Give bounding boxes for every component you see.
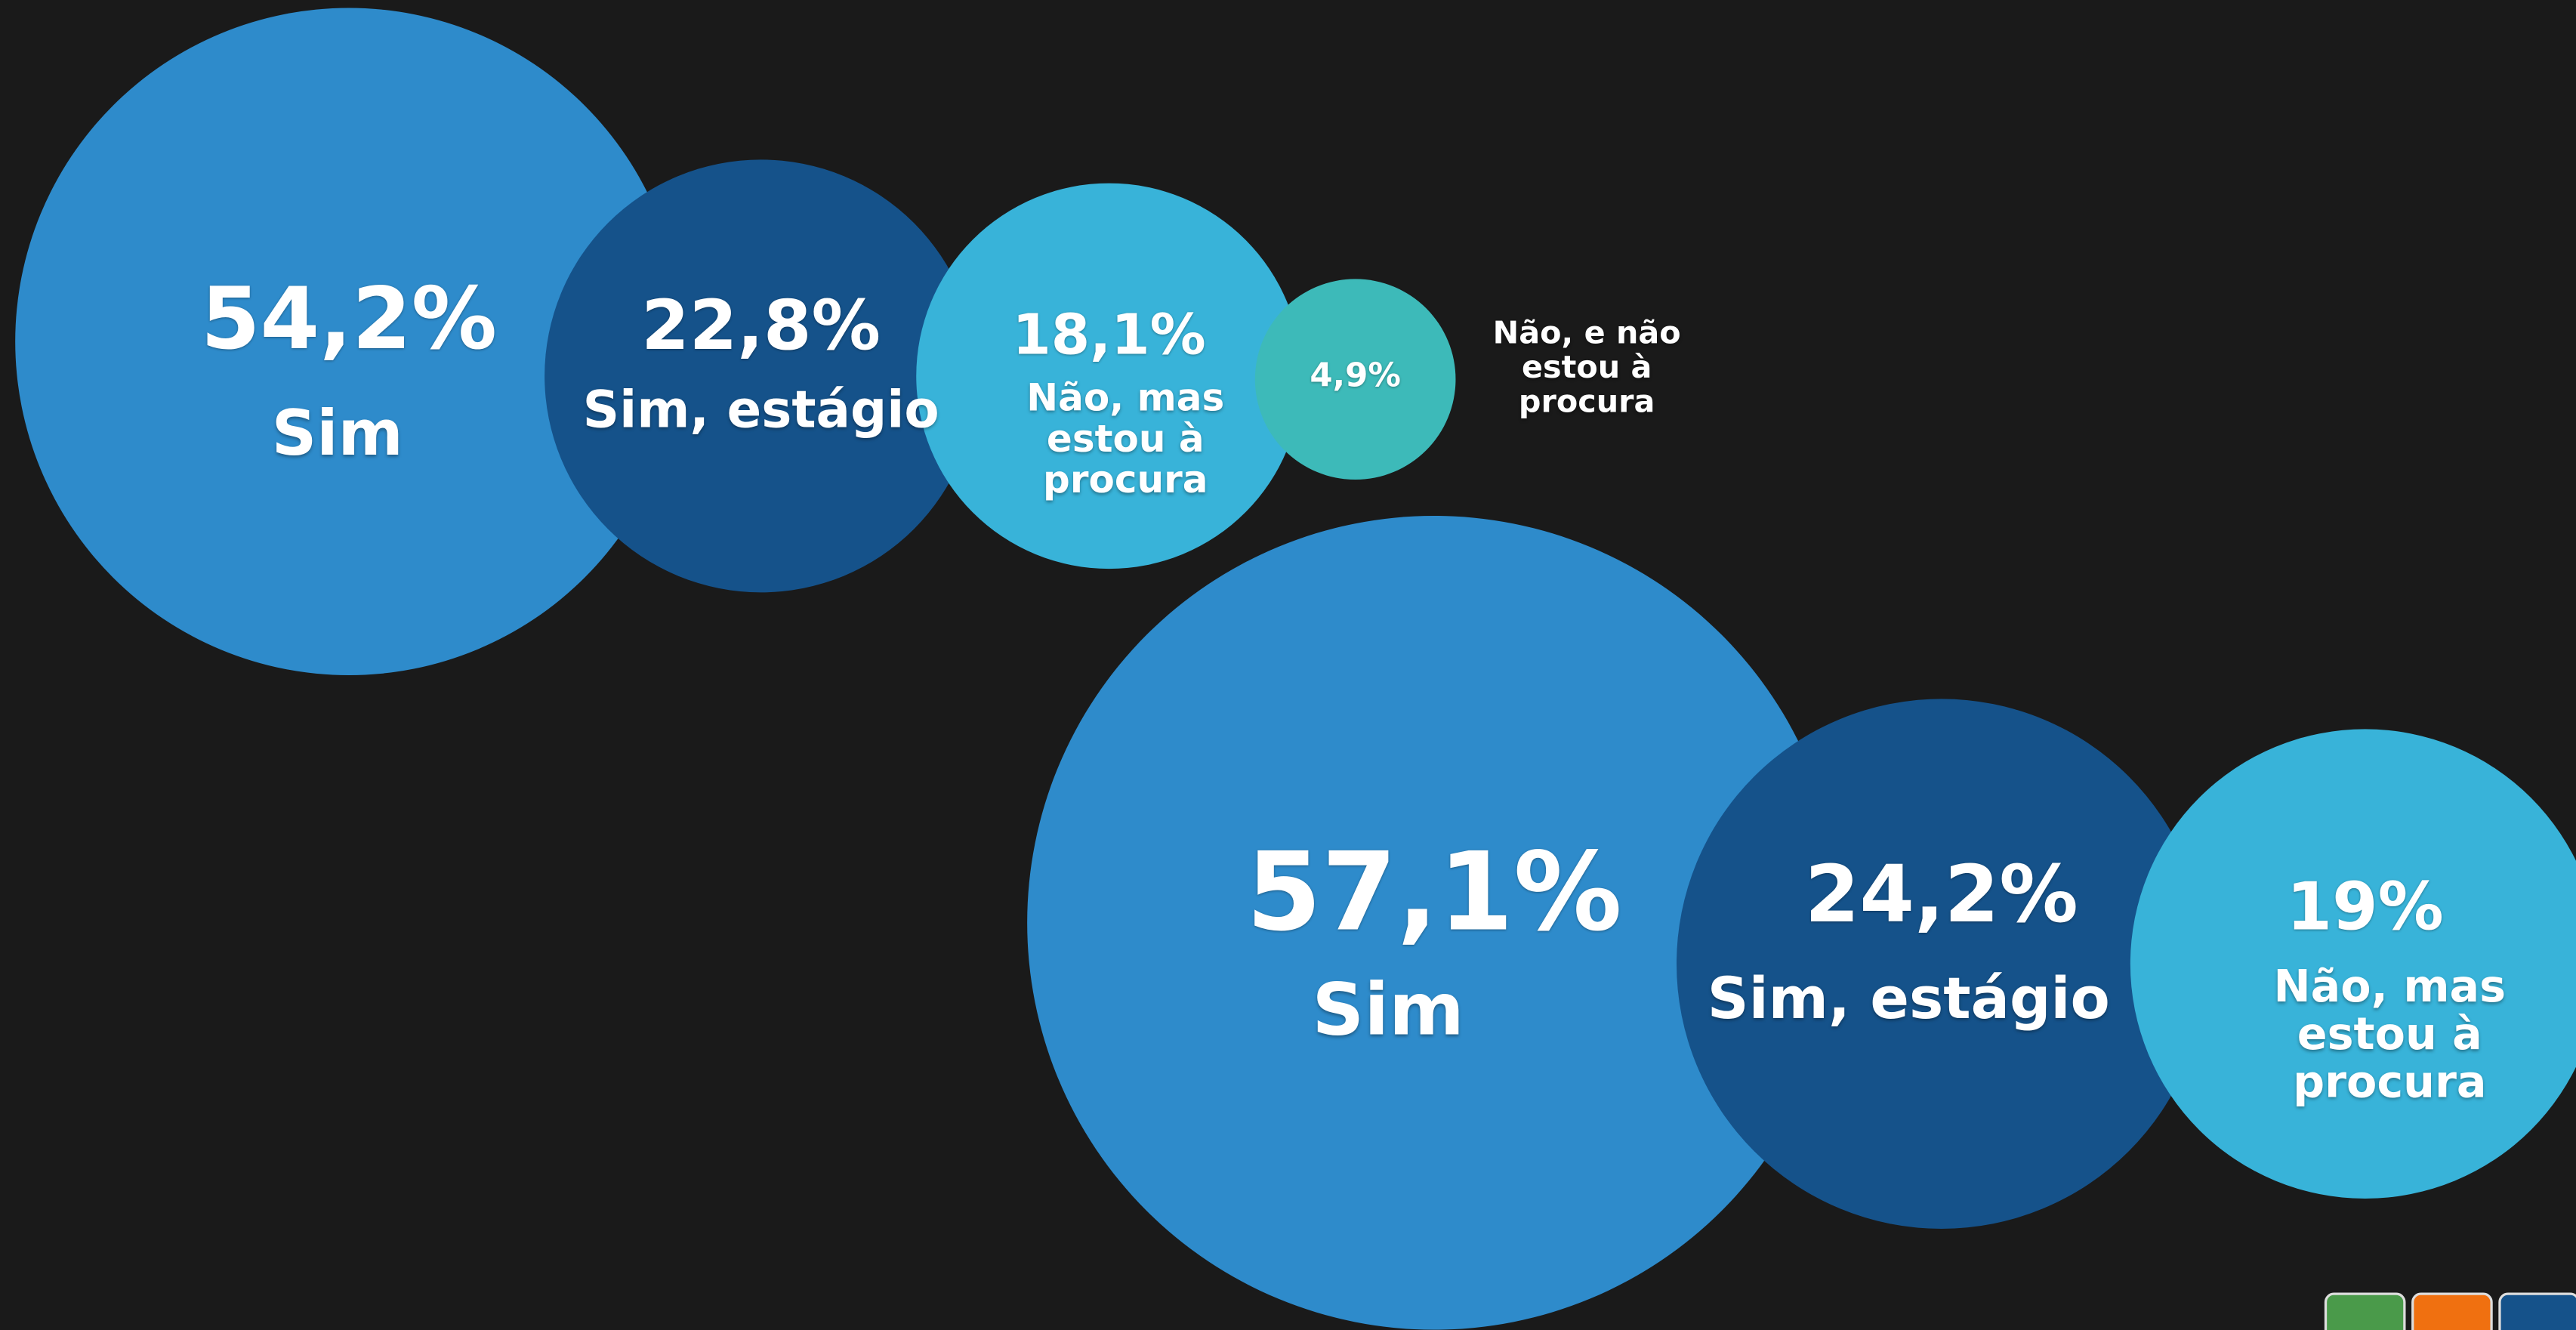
value-label: 18,1%: [1012, 302, 1205, 367]
bubble: [2130, 729, 2576, 1199]
category-label: Sim, estágio: [1707, 968, 2110, 1033]
category-box: Não, mas estou à procura: [1026, 379, 1225, 503]
category-box: Sim: [1312, 972, 1464, 1053]
category-box: Não, e não estou à procura: [1492, 316, 1681, 421]
category-label: Sim: [271, 399, 403, 470]
bubble: [1254, 279, 1456, 480]
category-label: Não, e não estou à procura: [1492, 316, 1681, 421]
logo-block: [2324, 1292, 2406, 1330]
category-box: Sim: [271, 399, 403, 470]
logo-block: [2411, 1292, 2493, 1330]
value-label: 54,2%: [201, 269, 497, 369]
value-label: 19%: [2287, 869, 2444, 946]
value-label: 57,1%: [1246, 829, 1622, 955]
category-label: Não, mas estou à procura: [2273, 964, 2507, 1109]
logo-block: [2498, 1292, 2576, 1330]
logo: [2324, 1292, 2576, 1330]
category-label: Sim, estágio: [582, 382, 939, 440]
bubble: [916, 183, 1302, 569]
value-label: 24,2%: [1805, 848, 2078, 940]
bubbles: 54,2% Sim 22,8% Sim, estágio 18,1% Não, mas e…: [15, 8, 2576, 1330]
bubble: [545, 159, 978, 593]
value-label: 4,9%: [1310, 357, 1401, 395]
value-label: 22,8%: [641, 285, 881, 366]
category-box: Sim, estágio: [582, 382, 939, 440]
bubble: [15, 8, 683, 675]
category-label: Sim: [1312, 972, 1464, 1053]
category-box: Sim, estágio: [1707, 968, 2110, 1033]
category-box: Não, mas estou à procura: [2273, 964, 2507, 1109]
category-label: Não, mas estou à procura: [1026, 379, 1225, 503]
bubble: [1027, 515, 1841, 1330]
bubble: [1676, 699, 2207, 1229]
